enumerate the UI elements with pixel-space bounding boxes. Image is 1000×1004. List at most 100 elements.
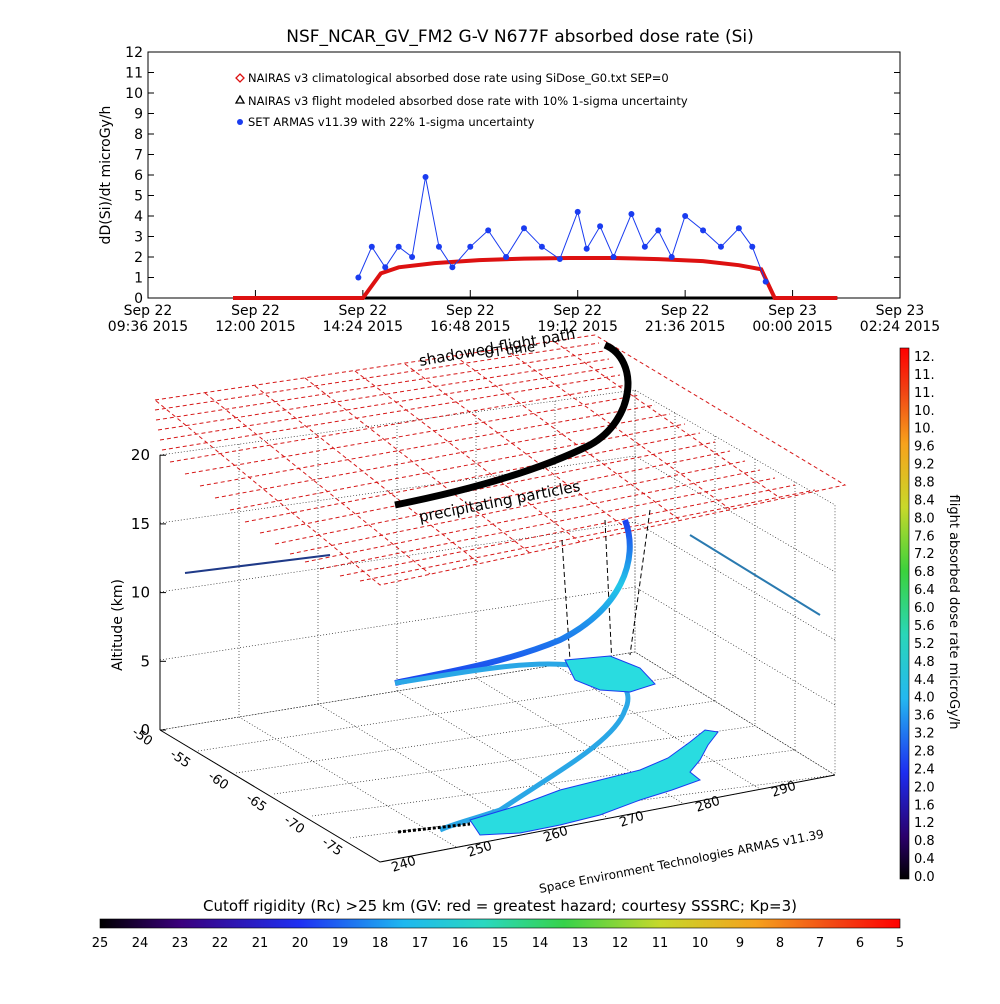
- rigidity-bar: Cutoff rigidity (Rc) >25 km (GV: red = g…: [92, 897, 904, 951]
- dose-colorbar-tick: 11.: [914, 368, 935, 383]
- top-plot-frame: [147, 51, 901, 299]
- set-armas-point: [597, 223, 604, 230]
- set-armas-point: [641, 243, 648, 250]
- set-armas-point: [409, 254, 416, 260]
- set-armas-point: [485, 227, 492, 234]
- set-armas-series-line: [357, 177, 767, 282]
- y-tick-label: 8: [134, 127, 143, 143]
- rigidity-bar-ticks: 25 24 23 22 21 20 19 18 17 16 15 14 13 12 11 10 9 8 7 6 5: [92, 936, 904, 951]
- legend-entry-nairas-flight: NAIRAS v3 flight modeled absorbed dose r…: [234, 94, 688, 108]
- x-tick-label: Sep 22: [339, 303, 388, 319]
- dose-colorbar-ticks: 12. 11. 11. 10. 10. 9.6 9.2 8.8 8.4 8.0 7.6 7.2 6.8 6…: [914, 350, 935, 885]
- dose-colorbar-tick: 8.4: [914, 493, 935, 508]
- wall-shadow-left: [184, 554, 331, 574]
- set-armas-point: [655, 227, 662, 234]
- legend-entry-nairas-climatological: NAIRAS v3 climatological absorbed dose r…: [235, 71, 669, 85]
- z-axis-label: Altitude (km): [110, 579, 126, 671]
- dose-colorbar-tick: 6.8: [914, 565, 935, 580]
- y-tick-label: 1: [134, 271, 143, 287]
- lon-tick-label: 260: [542, 824, 570, 846]
- rigidity-bar-tick: 9: [736, 936, 744, 951]
- x-tick-label: Sep 22: [231, 303, 280, 319]
- set-armas-point: [749, 243, 756, 250]
- set-armas-point: [700, 227, 707, 234]
- rigidity-bar-tick: 22: [212, 936, 229, 951]
- rigidity-bar-tick: 23: [172, 936, 189, 951]
- x-tick-label: 14:24 2015: [323, 319, 403, 335]
- dose-colorbar-tick: 12.: [914, 350, 935, 365]
- triangle-marker-icon: [234, 94, 246, 104]
- rigidity-bar-tick: 20: [292, 936, 309, 951]
- set-armas-point: [422, 174, 429, 181]
- z-tick-label: 0: [140, 721, 150, 739]
- rigidity-bar-tick: 12: [612, 936, 629, 951]
- x-tick-label: Sep 22: [661, 303, 710, 319]
- set-armas-point: [382, 264, 389, 271]
- rigidity-bar-tick: 16: [452, 936, 469, 951]
- x-tick-label: 12:00 2015: [215, 319, 295, 335]
- ground-map-coastline: [469, 729, 719, 836]
- set-armas-point: [735, 225, 742, 232]
- precipitating-particles-label: precipitating particles: [417, 477, 582, 526]
- x-tick-label: Sep 22: [553, 303, 602, 319]
- scene-3d: shadowed flight path UT time precipitati…: [110, 325, 847, 896]
- dose-colorbar-tick: 4.8: [914, 655, 935, 670]
- set-armas-point: [395, 243, 402, 250]
- lon-tick-label: 280: [694, 794, 722, 816]
- set-armas-point: [556, 256, 563, 263]
- set-armas-point: [610, 254, 617, 260]
- y-tick-label: 7: [134, 148, 143, 164]
- dose-colorbar-tick: 3.6: [914, 709, 935, 724]
- dose-colorbar-tick: 10.: [914, 404, 935, 419]
- lon-tick-label: 270: [618, 809, 646, 831]
- y-tick-label: 6: [134, 168, 143, 184]
- dose-colorbar-tick: 0.0: [914, 870, 935, 885]
- lat-tick-label: -60: [205, 769, 231, 793]
- series-layer: [233, 174, 838, 300]
- x-tick-label: 00:00 2015: [752, 319, 832, 335]
- set-armas-point: [503, 254, 510, 260]
- x-tick-label: Sep 22: [446, 303, 495, 319]
- x-tick-label: 09:36 2015: [108, 319, 188, 335]
- dose-colorbar-tick: 0.4: [914, 852, 935, 867]
- z-tick-label: 20: [131, 446, 150, 464]
- rigidity-bar-tick: 17: [412, 936, 429, 951]
- dose-colorbar-tick: 9.2: [914, 458, 935, 473]
- dose-colorbar-tick: 8.0: [914, 511, 935, 526]
- floor-outline: [159, 729, 836, 863]
- y-tick-label: 3: [134, 230, 143, 246]
- y-tick-label: 0: [134, 291, 143, 307]
- diamond-marker-icon: [235, 73, 245, 83]
- lat-tick-label: -55: [167, 747, 193, 771]
- dose-colorbar-tick: 1.6: [914, 798, 935, 813]
- y-tick-label: 10: [125, 86, 143, 102]
- set-armas-point: [538, 243, 545, 250]
- dose-colorbar: 12. 11. 11. 10. 10. 9.6 9.2 8.8 8.4 8.0 7.6 7.2 6.8 6…: [899, 347, 961, 885]
- dose-colorbar-tick: 7.2: [914, 547, 935, 562]
- y-tick-label: 5: [134, 189, 143, 205]
- dose-colorbar-tick: 2.0: [914, 780, 935, 795]
- rigidity-bar-tick: 24: [132, 936, 149, 951]
- flight-path-lower: [394, 661, 631, 833]
- dose-colorbar-gradient: [899, 347, 910, 880]
- y-axis-label: dD(Si)/dt microGy/h: [98, 106, 114, 245]
- set-armas-point: [682, 213, 689, 219]
- dose-colorbar-tick: 4.0: [914, 691, 935, 706]
- dose-colorbar-tick: 5.2: [914, 637, 935, 652]
- set-armas-point: [583, 245, 590, 252]
- rigidity-bar-tick: 15: [492, 936, 509, 951]
- y-tick-label: 9: [134, 107, 143, 123]
- dose-colorbar-tick: 1.2: [914, 816, 935, 831]
- dose-colorbar-tick: 11.: [914, 386, 935, 401]
- dose-colorbar-tick: 7.6: [914, 529, 935, 544]
- lat-tick-label: -65: [243, 791, 269, 815]
- set-armas-point: [628, 210, 635, 217]
- z-axis-ticks: 0 5 10 15 20: [131, 446, 166, 739]
- dose-colorbar-tick: 9.6: [914, 440, 935, 455]
- rigidity-bar-tick: 13: [572, 936, 589, 951]
- y-tick-label: 4: [134, 209, 143, 225]
- legend-label: NAIRAS v3 flight modeled absorbed dose r…: [248, 94, 688, 108]
- drop-lines: [561, 509, 651, 666]
